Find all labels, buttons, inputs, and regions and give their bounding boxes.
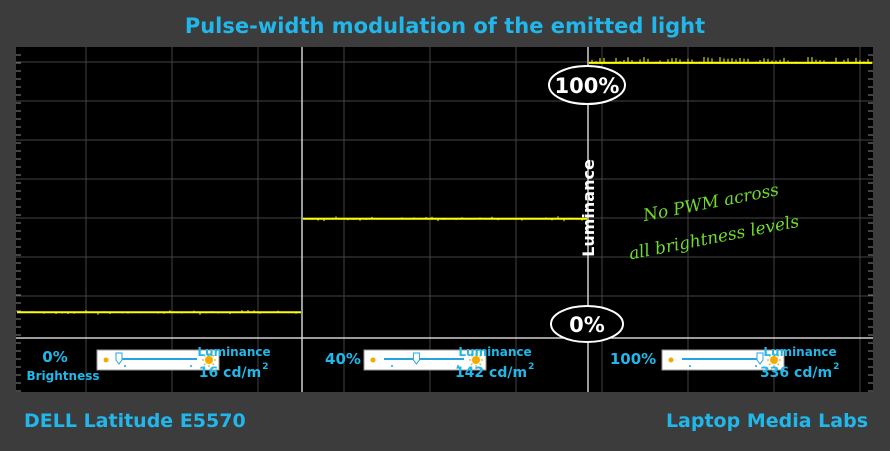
min-label: 0% — [569, 313, 605, 337]
slider-knob — [115, 352, 123, 365]
sun-large-icon — [205, 356, 213, 364]
sun-ray — [768, 363, 771, 366]
luminance-unit-superscript: 2 — [833, 362, 839, 372]
sun-small-icon — [103, 357, 109, 363]
sun-ray — [479, 354, 482, 357]
brightness-label: Brightness — [26, 369, 99, 383]
sun-ray — [212, 354, 215, 357]
sun-ray — [212, 363, 215, 366]
slider-dot — [689, 365, 691, 367]
luminance-label: Luminance — [197, 345, 270, 359]
luminance-value: 16 cd/m — [199, 365, 261, 381]
brightness-value: 0% — [42, 348, 67, 366]
slider-dot — [124, 365, 126, 367]
device-name: DELL Latitude E5570 — [24, 410, 246, 432]
luminance-unit-superscript: 2 — [262, 362, 268, 372]
min-marker — [550, 305, 624, 343]
slider-dot — [391, 365, 393, 367]
luminance-value: 336 cd/m — [760, 365, 832, 381]
luminance-label: Luminance — [763, 345, 836, 359]
luminance-value: 142 cd/m — [455, 365, 527, 381]
brightness-value: 40% — [325, 350, 361, 368]
lab-brand: Laptop Media Labs — [665, 410, 868, 432]
max-marker — [548, 65, 626, 105]
sun-ray — [203, 354, 206, 357]
sun-large-icon — [770, 356, 778, 364]
sun-large-icon — [472, 356, 480, 364]
sun-ray — [777, 354, 780, 357]
sun-ray — [768, 354, 771, 357]
sun-ray — [479, 363, 482, 366]
luminance-unit-superscript: 2 — [528, 362, 534, 372]
sun-ray — [470, 363, 473, 366]
luminance-label: Luminance — [458, 345, 531, 359]
axis-label: Luminance — [579, 159, 598, 257]
sun-small-icon — [370, 357, 376, 363]
sun-ray — [203, 363, 206, 366]
slider-knob — [412, 352, 420, 365]
sun-small-icon — [668, 357, 674, 363]
slider-dot — [755, 365, 757, 367]
slider-dot — [190, 365, 192, 367]
sun-ray — [777, 363, 780, 366]
sun-ray — [470, 354, 473, 357]
chart-title: Pulse-width modulation of the emitted li… — [184, 14, 706, 38]
brightness-value: 100% — [610, 350, 656, 368]
slider-knob — [756, 352, 764, 365]
slider-dot — [457, 365, 459, 367]
max-label: 100% — [555, 74, 620, 98]
